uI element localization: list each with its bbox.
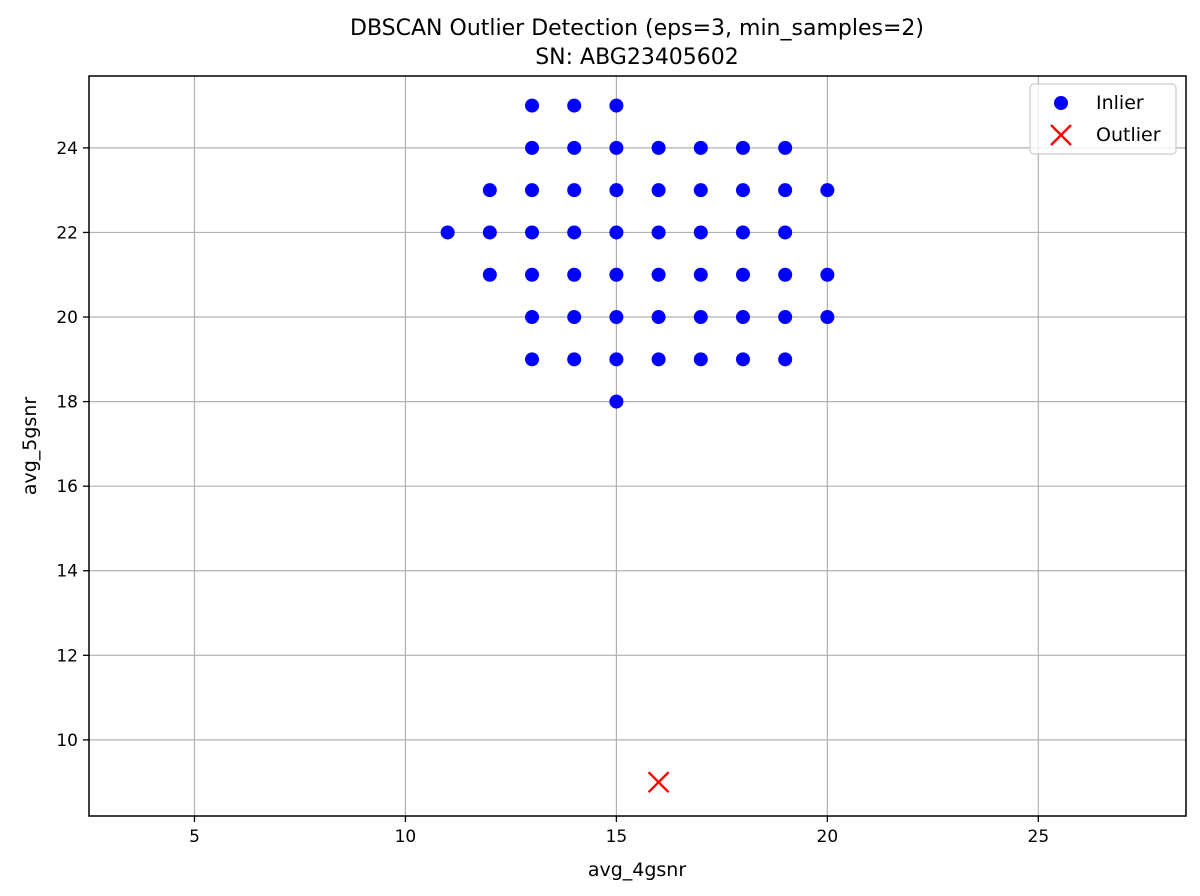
inlier-point [567, 183, 582, 198]
inlier-point [567, 140, 582, 155]
inlier-point [778, 183, 793, 198]
y-tick-label: 14 [56, 562, 78, 582]
inlier-point [525, 98, 540, 113]
outlier-point [647, 771, 670, 794]
legend-inlier-label: Inlier [1096, 92, 1144, 114]
inlier-point [609, 183, 624, 198]
inlier-point [735, 352, 750, 367]
inlier-point [651, 352, 666, 367]
inlier-point [693, 140, 708, 155]
inlier-point [693, 225, 708, 240]
legend: Inlier Outlier [1029, 83, 1177, 155]
inlier-point [525, 267, 540, 282]
inlier-point [440, 225, 455, 240]
legend-inlier-marker [1054, 96, 1068, 110]
inlier-point [525, 352, 540, 367]
inlier-point [609, 394, 624, 409]
inlier-point [693, 183, 708, 198]
inlier-point [651, 140, 666, 155]
inlier-point [482, 225, 497, 240]
inlier-point [567, 225, 582, 240]
inlier-point [609, 98, 624, 113]
inlier-point [567, 352, 582, 367]
legend-outlier-label: Outlier [1096, 124, 1161, 146]
y-tick-label: 20 [56, 308, 78, 328]
y-tick-label: 10 [56, 731, 78, 751]
inlier-point [778, 140, 793, 155]
legend-outlier-marker [1050, 124, 1072, 146]
inlier-point [567, 267, 582, 282]
chart-subtitle: SN: ABG23405602 [535, 45, 739, 70]
axis-ticks: 5 10 15 20 25 10 12 14 16 18 20 22 24 [56, 139, 1049, 847]
inlier-point [778, 225, 793, 240]
y-tick-label: 22 [56, 223, 78, 243]
y-tick-label: 16 [56, 477, 78, 497]
inlier-point [482, 267, 497, 282]
inlier-point [609, 267, 624, 282]
inlier-point [609, 310, 624, 325]
x-tick-label: 15 [606, 827, 628, 847]
inlier-point [693, 310, 708, 325]
inlier-point [735, 225, 750, 240]
inlier-point [609, 225, 624, 240]
inlier-point [820, 267, 835, 282]
inlier-point [525, 140, 540, 155]
x-tick-label: 25 [1028, 827, 1050, 847]
inlier-point [693, 267, 708, 282]
y-tick-label: 12 [56, 646, 78, 666]
inlier-point [778, 267, 793, 282]
inlier-point [567, 310, 582, 325]
x-tick-label: 20 [817, 827, 839, 847]
inlier-point [651, 183, 666, 198]
inlier-point [820, 183, 835, 198]
y-tick-label: 24 [56, 139, 78, 159]
y-tick-label: 18 [56, 393, 78, 413]
inlier-point [735, 310, 750, 325]
inlier-point [778, 352, 793, 367]
chart-title: DBSCAN Outlier Detection (eps=3, min_sam… [350, 16, 924, 41]
inlier-point [651, 310, 666, 325]
inlier-point [525, 310, 540, 325]
inlier-point [735, 140, 750, 155]
inlier-point [651, 225, 666, 240]
inlier-point [820, 310, 835, 325]
x-tick-label: 5 [189, 827, 200, 847]
inlier-point [609, 352, 624, 367]
inlier-point [567, 98, 582, 113]
inlier-point [525, 183, 540, 198]
x-tick-label: 10 [395, 827, 417, 847]
inlier-point [735, 267, 750, 282]
plot-frame [88, 75, 1187, 817]
inlier-point [693, 352, 708, 367]
inlier-point [609, 140, 624, 155]
x-axis-label: avg_4gsnr [588, 859, 687, 881]
inlier-point [778, 310, 793, 325]
y-axis-label: avg_5gsnr [19, 397, 41, 496]
inlier-point [482, 183, 497, 198]
grid [89, 76, 1186, 816]
inlier-point [735, 183, 750, 198]
inlier-point [651, 267, 666, 282]
inlier-point [525, 225, 540, 240]
data-points [440, 98, 835, 794]
